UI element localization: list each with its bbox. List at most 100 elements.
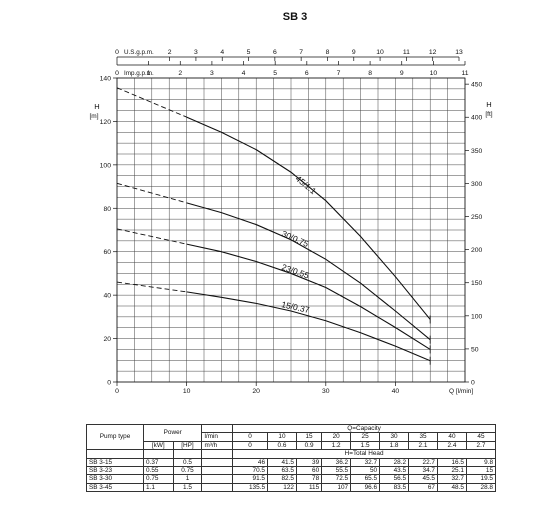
pump-kw: 1.1 xyxy=(143,482,174,493)
curve-dashed-15/0.37 xyxy=(116,281,187,293)
pump-type: SB 3-23 xyxy=(86,465,144,476)
head-value: 60 xyxy=(295,465,323,476)
table-row: SB 3-15 0.37 0.5 46 41.5 39 36.2 32.7 28.2 22.7 16… xyxy=(86,457,497,467)
y-right-tick-label: 350 xyxy=(471,148,483,155)
y-left-tick-label: 100 xyxy=(100,162,112,169)
head-value: 28.8 xyxy=(465,482,497,493)
head-value: 43.5 xyxy=(379,465,410,476)
curve-dashed-30/0.75 xyxy=(116,182,187,204)
head-value: 135.5 xyxy=(232,482,268,493)
y-left-label: H xyxy=(94,102,99,111)
pump-hp: 0.5 xyxy=(172,457,203,467)
x-top-usgpm-tick-label: 13 xyxy=(455,49,463,56)
head-value: 96.6 xyxy=(350,482,381,493)
y-left-tick-label: 140 xyxy=(100,76,112,83)
blank-cell xyxy=(172,449,203,459)
curve-dashed-23/0.55 xyxy=(116,228,187,245)
head-value: 63.5 xyxy=(267,465,297,476)
table-row: SB 3-23 0.55 0.75 70.5 63.5 60 55.5 50 43.5 34.7 2… xyxy=(86,465,497,476)
x-top-impgpm-tick-label: 2 xyxy=(178,70,182,77)
x-top-impgpm-tick-label: 0 xyxy=(115,70,119,77)
m3h-value: 1.5 xyxy=(350,440,381,451)
lmin-value: 0 xyxy=(232,432,268,442)
head-value: 70.5 xyxy=(232,465,268,476)
blank-cell xyxy=(201,423,234,434)
blank-cell xyxy=(86,449,144,459)
plot-frame xyxy=(116,77,466,383)
head-value: 32.7 xyxy=(350,457,381,467)
head-value: 65.5 xyxy=(350,474,381,484)
pump-type: SB 3-45 xyxy=(86,482,144,493)
blank-cell xyxy=(201,465,234,476)
head-value: 48.5 xyxy=(436,482,467,493)
pump-type: SB 3-15 xyxy=(86,457,144,467)
lmin-value: 25 xyxy=(350,432,381,442)
lmin-value: 35 xyxy=(408,432,438,442)
table-head-row: H=Total Head xyxy=(86,449,496,459)
head-value: 82.5 xyxy=(267,474,297,484)
x-top-usgpm-tick-label: 8 xyxy=(326,49,330,56)
m3h-unit: m³/h xyxy=(201,440,234,451)
x-top-usgpm-tick-label: 0 xyxy=(115,49,119,56)
pump-curve-chart: SB 3 02040608010012014005010015020025030… xyxy=(89,11,492,395)
x-top-usgpm-label: U.S.g.p.m. xyxy=(124,49,154,56)
pump-type-header: Pump type xyxy=(86,423,144,451)
chart-title: SB 3 xyxy=(283,11,307,23)
power-header: Power xyxy=(142,424,203,442)
table-capacity-row: Pump type Power Q=Capacity xyxy=(86,423,496,451)
x-top-usgpm-tick-label: 11 xyxy=(403,49,410,56)
table-row: SB 3-30 0.75 1 91.5 82.5 78 72.5 65.5 56.5 45.5 32… xyxy=(86,474,497,484)
head-value: 45.5 xyxy=(408,474,438,484)
kw-unit: [kW] xyxy=(143,440,174,451)
table-m3h-row: [kW] [HP] m³/h 0 0.6 0.9 1.2 1.5 1.8 2.1 2.4 2.7 xyxy=(87,440,497,451)
x-top-usgpm-tick-label: 12 xyxy=(429,49,437,56)
y-right-tick-label: 450 xyxy=(471,82,483,89)
y-right-tick-label: 300 xyxy=(471,181,483,188)
head-value: 9.8 xyxy=(465,457,497,467)
y-right-tick-label: 50 xyxy=(471,346,479,353)
lmin-value: 15 xyxy=(295,432,323,442)
y-right-tick-label: 100 xyxy=(471,313,483,320)
y-right-tick-label: 200 xyxy=(471,247,483,254)
head-value: 56.5 xyxy=(379,474,410,484)
x-top-impgpm-tick-label: 10 xyxy=(430,70,438,77)
m3h-value: 2.1 xyxy=(408,440,438,451)
head-value: 41.5 xyxy=(267,457,297,467)
pump-kw: 0.37 xyxy=(143,457,174,467)
y-left-tick-label: 20 xyxy=(103,336,111,343)
x-top-impgpm-tick-label: 5 xyxy=(273,70,277,77)
y-left-tick-label: 40 xyxy=(103,293,111,300)
x-top-usgpm-tick-label: 7 xyxy=(299,49,303,56)
chart-axes: 0204060801001201400501001502002503003504… xyxy=(100,49,483,395)
y-left-tick-label: 120 xyxy=(100,119,112,126)
m3h-value: 1.2 xyxy=(321,440,352,451)
x-top-usgpm-tick-label: 9 xyxy=(352,49,356,56)
head-value: 36.2 xyxy=(321,457,352,467)
head-value: 115 xyxy=(295,482,323,493)
lmin-value: 10 xyxy=(267,432,297,442)
lmin-value: 45 xyxy=(465,432,497,442)
blank-cell xyxy=(143,449,174,459)
x-axis-label: Q [l/min] xyxy=(449,388,473,395)
x-tick-label: 10 xyxy=(183,388,191,395)
head-value: 107 xyxy=(321,482,352,493)
pump-hp: 1 xyxy=(172,474,203,484)
lmin-unit: l/min xyxy=(201,432,234,442)
x-top-usgpm-tick-label: 4 xyxy=(220,49,224,56)
m3h-value: 2.4 xyxy=(436,440,467,451)
m3h-value: 2.7 xyxy=(465,440,497,451)
head-value: 55.5 xyxy=(321,465,352,476)
x-top-usgpm-tick-label: 6 xyxy=(273,49,277,56)
head-value: 25.1 xyxy=(436,465,467,476)
y-right-tick-label: 150 xyxy=(471,280,483,287)
head-value: 83.5 xyxy=(379,482,410,493)
x-top-usgpm-tick-label: 10 xyxy=(376,49,384,56)
x-top-usgpm-tick-label: 5 xyxy=(247,49,251,56)
y-left-tick-label: 60 xyxy=(103,249,111,256)
head-value: 16.5 xyxy=(436,457,467,467)
x-tick-label: 0 xyxy=(115,388,119,395)
blank-cell xyxy=(201,474,234,484)
hp-unit: [HP] xyxy=(172,440,203,451)
curve-30/0.75 xyxy=(186,202,431,341)
